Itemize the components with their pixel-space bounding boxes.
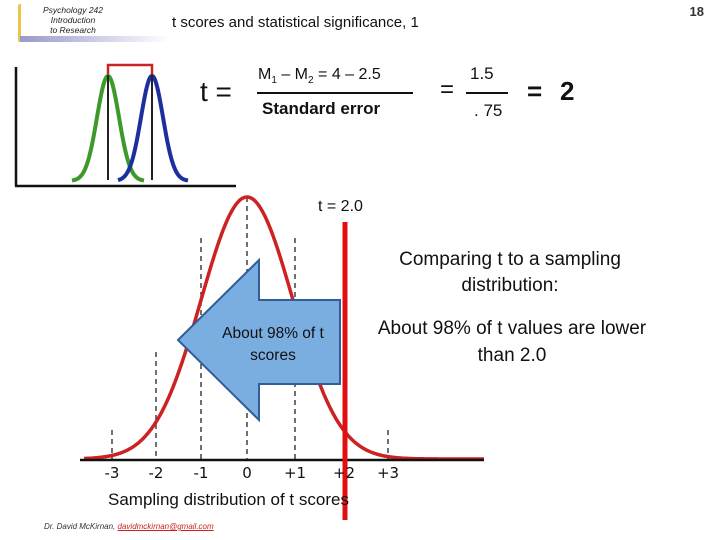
logo-line-1: Psychology 242 xyxy=(42,5,103,15)
tick-label: -3 xyxy=(104,464,120,482)
numerator-values: = 4 – 2.5 xyxy=(313,66,381,83)
m1-symbol: M xyxy=(258,66,272,83)
m2-subscript: 2 xyxy=(308,75,314,87)
tick-label: +1 xyxy=(283,464,307,482)
value-fraction-bar xyxy=(466,92,508,94)
course-logo xyxy=(18,4,167,42)
value-numerator: 1.5 xyxy=(470,64,494,83)
sampling-distribution-curve xyxy=(84,195,484,461)
tick-label: +2 xyxy=(332,464,356,482)
m1-subscript: 1 xyxy=(271,75,277,87)
formula-numerator: M1 – M2 = 4 – 2.5 xyxy=(258,66,381,86)
value-denominator: . 75 xyxy=(474,101,503,120)
comparing-text: Comparing t to a sampling distribution: xyxy=(399,249,621,296)
logo-line-2: Introduction xyxy=(50,15,96,25)
tick-label: 0 xyxy=(242,464,252,482)
footer: Dr. David McKirnan, davidmckirnan@gmail.… xyxy=(44,522,214,531)
tick-label: +3 xyxy=(376,464,400,482)
equals-sign: = xyxy=(440,76,455,103)
t-value-label: t = 2.0 xyxy=(318,198,363,215)
left-arrow xyxy=(176,257,341,423)
tick-label: -2 xyxy=(148,464,164,482)
footer-author: Dr. David McKirnan, xyxy=(44,522,116,531)
tick-label: -1 xyxy=(193,464,209,482)
logo-bar xyxy=(20,36,170,42)
formula-lhs: t = xyxy=(200,76,232,107)
distribution-caption: Sampling distribution of t scores xyxy=(108,490,349,509)
slide-title: t scores and statistical significance, 1 xyxy=(172,14,419,31)
equals-sign-2: = xyxy=(527,76,543,106)
mean-difference-bracket xyxy=(106,63,154,76)
logo-text: Psychology 242 Introduction to Research xyxy=(28,5,118,35)
formula-result: 2 xyxy=(560,76,575,106)
logo-line-3: to Research xyxy=(50,25,96,35)
arrow-label: About 98% of t scores xyxy=(222,325,324,364)
formula-denominator: Standard error xyxy=(262,99,381,118)
percent-text: About 98% of t values are lower than 2.0 xyxy=(377,318,647,366)
footer-email-link[interactable]: davidmckirnan@gmail.com xyxy=(117,522,214,531)
m2-symbol: – M xyxy=(276,66,309,83)
fraction-bar xyxy=(257,92,413,94)
page-number: 18 xyxy=(689,4,704,19)
